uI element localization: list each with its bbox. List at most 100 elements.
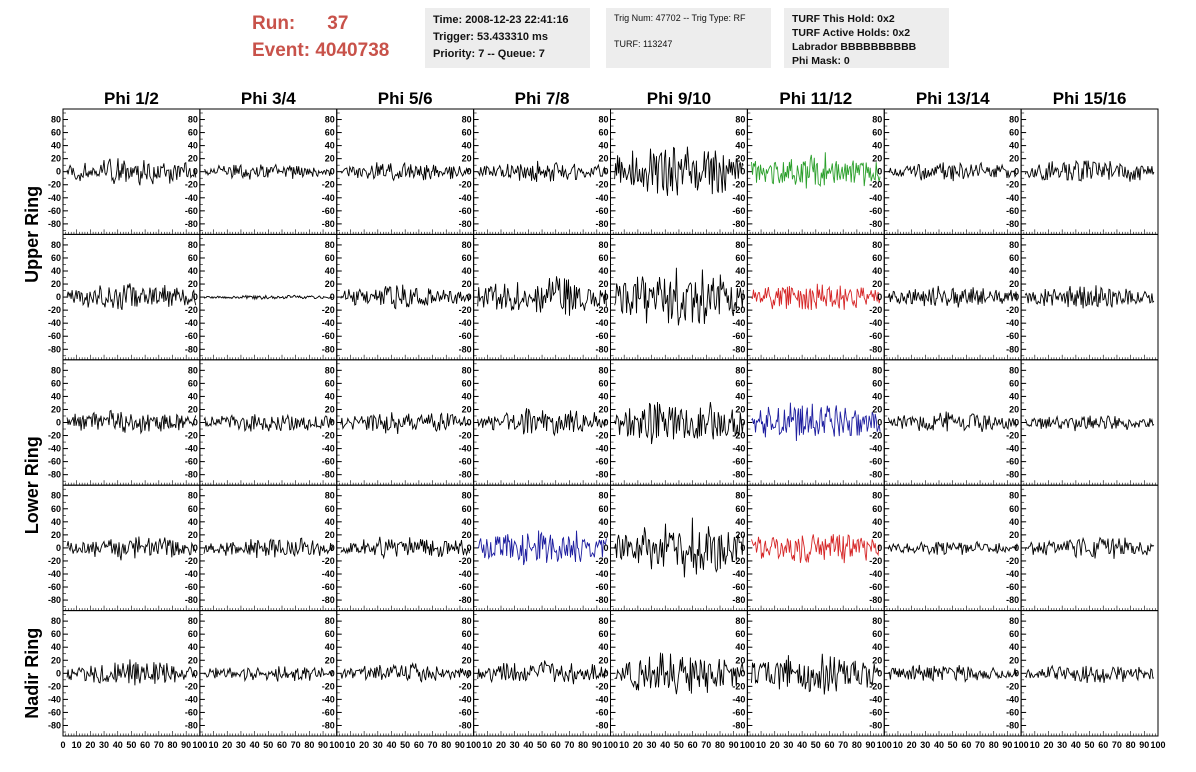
column-header-label: Phi 7/8 <box>515 89 570 108</box>
y-tick-label: 40 <box>1009 642 1019 652</box>
y-tick-label: 20 <box>188 655 198 665</box>
y-tick-label: -40 <box>459 318 472 328</box>
y-tick-label: -40 <box>459 694 472 704</box>
turf-this-hold-text: TURF This Hold: 0x2 <box>792 13 895 25</box>
y-tick-label: -80 <box>732 595 745 605</box>
y-tick-label: 40 <box>735 141 745 151</box>
y-tick-label: 60 <box>325 629 335 639</box>
x-tick-label: 30 <box>647 740 657 750</box>
y-tick-label: 80 <box>1009 491 1019 501</box>
waveform-panel: -80 -60 -40 -20 0 20 40 60 80 <box>595 233 748 361</box>
y-tick-label: 80 <box>598 115 608 125</box>
column-header-label: Phi 15/16 <box>1053 89 1127 108</box>
y-tick-label: 80 <box>598 491 608 501</box>
y-tick-label: 0 <box>56 543 61 553</box>
y-tick-label: 20 <box>188 279 198 289</box>
x-tick-label: 100 <box>329 740 344 750</box>
y-tick-label: -20 <box>48 681 61 691</box>
x-tick-label: 90 <box>318 740 328 750</box>
y-tick-label: 80 <box>462 491 472 501</box>
y-tick-label: 40 <box>462 266 472 276</box>
y-tick-label: -80 <box>1006 470 1019 480</box>
y-tick-label: 60 <box>598 504 608 514</box>
y-tick-label: -60 <box>732 707 745 717</box>
waveform-panel: -80 -60 -40 -20 0 20 40 60 80 <box>48 610 201 737</box>
priority-text: Priority: 7 -- Queue: 7 <box>433 48 545 60</box>
y-tick-label: 20 <box>1009 530 1019 540</box>
y-tick-label: 0 <box>1014 668 1019 678</box>
time-text: Time: 2008-12-23 22:41:16 <box>433 14 569 26</box>
x-tick-label: 70 <box>428 740 438 750</box>
panel-frame <box>883 484 1022 612</box>
y-tick-label: 0 <box>56 167 61 177</box>
waveform-panel: -80 -60 -40 -20 0 20 40 60 80 <box>869 610 1022 737</box>
y-tick-label: 0 <box>193 292 198 302</box>
y-tick-label: 60 <box>325 253 335 263</box>
waveform-panel: -80 -60 -40 -20 0 20 40 60 80 <box>1006 233 1159 361</box>
x-tick-label: 100 <box>877 740 892 750</box>
x-tick-label: 60 <box>551 740 561 750</box>
y-tick-label: 80 <box>598 616 608 626</box>
y-tick-label: 40 <box>872 642 882 652</box>
y-tick-label: 60 <box>1009 378 1019 388</box>
x-tick-label: 70 <box>838 740 848 750</box>
y-tick-label: 0 <box>193 167 198 177</box>
waveform-panel: -80 -60 -40 -20 0 20 40 60 80 <box>732 108 885 235</box>
y-tick-label: -40 <box>185 318 198 328</box>
waveform-panel: -80 -60 -40 -20 0 20 40 60 80 <box>322 359 475 486</box>
y-tick-label: 0 <box>877 543 882 553</box>
y-tick-label: 60 <box>325 504 335 514</box>
y-tick-label: 0 <box>467 668 472 678</box>
y-tick-label: 80 <box>598 365 608 375</box>
y-tick-label: -60 <box>1006 331 1019 341</box>
x-tick-label: 10 <box>482 740 492 750</box>
x-tick-label: 40 <box>113 740 123 750</box>
y-tick-label: 60 <box>735 378 745 388</box>
waveform-panel: -80 -60 -40 -20 0 20 40 60 80 <box>869 484 1022 612</box>
x-tick-label: 30 <box>920 740 930 750</box>
y-tick-label: -40 <box>595 444 608 454</box>
y-tick-label: -20 <box>185 556 198 566</box>
y-tick-label: 0 <box>877 167 882 177</box>
y-tick-label: 80 <box>1009 616 1019 626</box>
x-tick-label: 20 <box>633 740 643 750</box>
y-tick-label: 20 <box>188 404 198 414</box>
y-tick-label: 40 <box>1009 141 1019 151</box>
y-tick-label: 40 <box>462 642 472 652</box>
x-tick-label: 20 <box>770 740 780 750</box>
column-header-label: Phi 1/2 <box>104 89 159 108</box>
y-tick-label: -20 <box>869 681 882 691</box>
y-tick-label: 80 <box>462 365 472 375</box>
y-tick-label: -60 <box>322 582 335 592</box>
y-tick-label: -80 <box>185 470 198 480</box>
y-tick-label: -20 <box>48 180 61 190</box>
y-tick-label: -20 <box>459 556 472 566</box>
y-tick-label: 20 <box>735 154 745 164</box>
y-tick-label: -40 <box>869 569 882 579</box>
y-tick-label: 80 <box>872 491 882 501</box>
waveform-trace <box>751 402 881 442</box>
y-tick-label: 80 <box>188 115 198 125</box>
run-line: Run: 37 <box>252 10 389 37</box>
x-tick-label: 50 <box>400 740 410 750</box>
event-value: 4040738 <box>315 40 390 61</box>
ring-label: Lower Ring <box>22 436 42 534</box>
y-tick-label: -20 <box>869 556 882 566</box>
y-tick-label: 20 <box>1009 655 1019 665</box>
y-tick-label: -60 <box>322 457 335 467</box>
x-tick-label: 30 <box>510 740 520 750</box>
y-tick-label: 20 <box>872 404 882 414</box>
y-tick-label: 20 <box>188 154 198 164</box>
y-tick-label: 60 <box>462 253 472 263</box>
y-tick-label: -60 <box>595 707 608 717</box>
x-tick-label: 50 <box>1085 740 1095 750</box>
trig-num-text: Trig Num: 47702 -- Trig Type: RF <box>614 13 746 23</box>
y-tick-label: -20 <box>322 681 335 691</box>
y-tick-label: 80 <box>188 365 198 375</box>
y-tick-label: 40 <box>1009 517 1019 527</box>
y-tick-label: 20 <box>598 154 608 164</box>
x-tick-label: 40 <box>386 740 396 750</box>
waveform-panel: -80 -60 -40 -20 0 20 40 60 80 <box>869 108 1022 235</box>
y-tick-label: 80 <box>51 616 61 626</box>
y-tick-label: -40 <box>732 193 745 203</box>
